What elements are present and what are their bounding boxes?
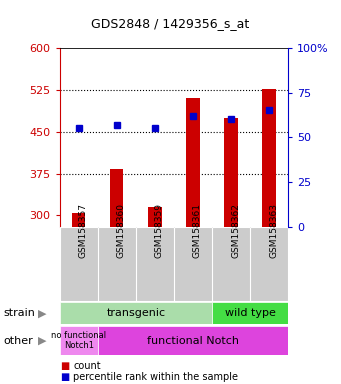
Bar <box>60 302 212 324</box>
Text: strain: strain <box>3 308 35 318</box>
Bar <box>224 118 238 227</box>
Text: wild type: wild type <box>225 308 276 318</box>
Text: count: count <box>73 361 101 371</box>
Text: GSM158359: GSM158359 <box>155 203 164 258</box>
Text: functional Notch: functional Notch <box>147 336 239 346</box>
Text: ▶: ▶ <box>39 336 47 346</box>
Bar <box>263 89 276 227</box>
Text: transgenic: transgenic <box>106 308 165 318</box>
Bar <box>98 326 288 355</box>
Bar <box>148 207 162 227</box>
Text: ▶: ▶ <box>39 308 47 318</box>
Text: GSM158357: GSM158357 <box>79 203 88 258</box>
Text: GDS2848 / 1429356_s_at: GDS2848 / 1429356_s_at <box>91 17 250 30</box>
Text: GSM158360: GSM158360 <box>117 203 126 258</box>
Text: percentile rank within the sample: percentile rank within the sample <box>73 372 238 382</box>
Bar <box>72 213 85 227</box>
Bar <box>212 302 288 324</box>
Bar <box>110 169 123 227</box>
Bar <box>60 326 98 355</box>
Text: ■: ■ <box>60 361 69 371</box>
Text: ■: ■ <box>60 372 69 382</box>
Text: GSM158361: GSM158361 <box>193 203 202 258</box>
Text: GSM158363: GSM158363 <box>269 203 278 258</box>
Text: other: other <box>3 336 33 346</box>
Text: no functional
Notch1: no functional Notch1 <box>51 331 106 351</box>
Text: GSM158362: GSM158362 <box>231 203 240 258</box>
Bar <box>186 98 199 227</box>
